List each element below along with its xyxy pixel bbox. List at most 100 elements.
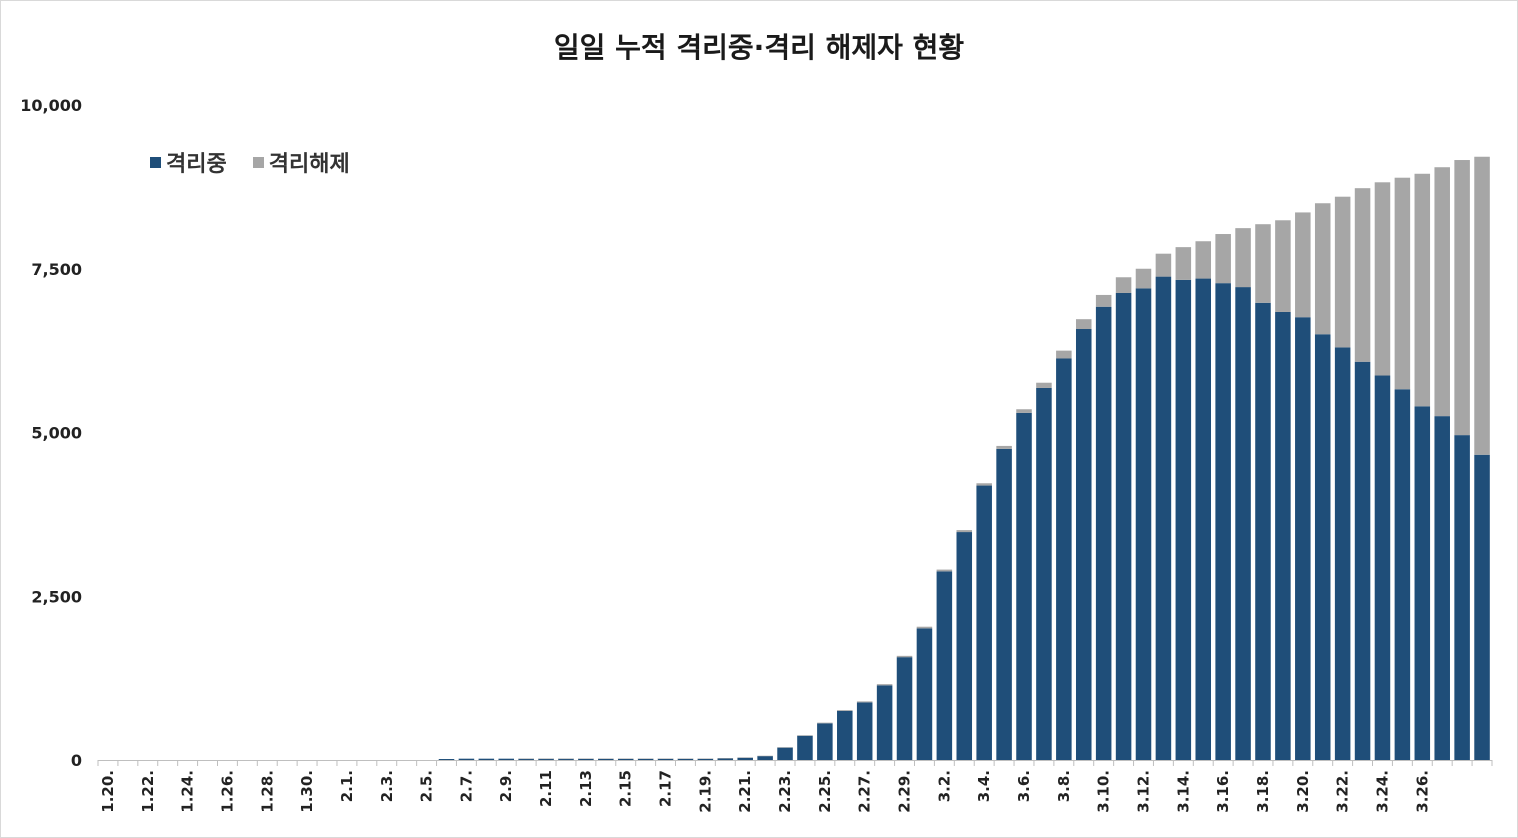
bar-isolated (1155, 276, 1172, 760)
x-tick-label: 1.28. (258, 770, 276, 813)
bar-isolated (737, 757, 753, 760)
bar-released (1115, 277, 1132, 293)
bar-released (1175, 247, 1192, 280)
bar-released (1255, 224, 1271, 303)
bar-released (1075, 319, 1092, 330)
bar-isolated (876, 685, 893, 760)
bar-released (777, 747, 793, 748)
bar-isolated (578, 758, 594, 760)
bar-released (677, 758, 694, 759)
x-tick-label: 3.22. (1334, 770, 1352, 813)
bar-isolated (1016, 412, 1032, 760)
bar-isolated (717, 758, 734, 760)
x-tick-label: 2.9. (497, 770, 515, 802)
bar-isolated (936, 571, 953, 760)
bar-released (1454, 160, 1470, 436)
bar-released (956, 530, 973, 533)
bar-released (737, 757, 753, 758)
bar-isolated (558, 758, 574, 760)
bar-isolated (777, 747, 793, 760)
x-tick-label: 2.25. (816, 770, 834, 813)
bar-released (1235, 228, 1251, 288)
bar-isolated (1135, 288, 1152, 760)
x-tick-label: 3.16. (1214, 770, 1232, 813)
bar-isolated (1295, 317, 1311, 760)
bar-isolated (896, 657, 913, 760)
x-tick-label: 3.2. (935, 770, 953, 802)
bar-isolated (1115, 292, 1132, 760)
x-tick-label: 3.8. (1055, 770, 1073, 802)
x-tick-label: 2.1. (338, 770, 356, 802)
x-tick-label: 1.20. (99, 770, 117, 813)
bar-released (1374, 182, 1391, 376)
bar-isolated (538, 758, 554, 760)
bar-released (1195, 241, 1212, 279)
bar-isolated (1195, 278, 1212, 760)
bar-released (876, 684, 893, 686)
bar-released (1414, 173, 1431, 407)
x-tick-label: 3.12. (1135, 770, 1153, 813)
bar-isolated (1434, 416, 1450, 761)
y-tick-label: 5,000 (31, 424, 82, 443)
bar-released (1295, 212, 1311, 318)
bar-released (558, 758, 574, 760)
bar-isolated (1454, 435, 1470, 760)
x-tick-label: 2.11 (537, 770, 555, 807)
bar-isolated (976, 485, 992, 760)
bar-released (976, 483, 992, 486)
bar-isolated (757, 756, 773, 760)
bar-released (797, 735, 813, 736)
x-tick-label: 3.4. (975, 770, 993, 802)
bar-released (518, 758, 534, 760)
x-tick-label: 3.26. (1413, 770, 1431, 813)
bar-released (936, 569, 953, 572)
bar-isolated (996, 448, 1012, 761)
bar-isolated (1394, 389, 1411, 760)
bar-isolated (657, 758, 674, 760)
bar-isolated (856, 702, 873, 760)
bar-released (1474, 156, 1490, 455)
bar-isolated (817, 723, 833, 760)
bar-released (916, 626, 933, 629)
bar-released (817, 722, 833, 724)
x-tick-label: 2.19. (696, 770, 714, 813)
legend-swatch-released (252, 156, 264, 168)
legend: 격리중 격리해제 (150, 146, 376, 178)
x-tick-label: 2.13 (577, 770, 595, 807)
bar-released (578, 758, 594, 759)
x-tick-label: 2.15 (617, 770, 635, 807)
bar-released (1314, 203, 1331, 335)
bar-isolated (956, 532, 973, 760)
y-tick-label: 10,000 (20, 96, 82, 115)
bar-released (837, 710, 853, 711)
y-tick-label: 7,500 (31, 260, 82, 279)
bar-isolated (617, 758, 634, 760)
bar-isolated (1215, 283, 1231, 760)
bar-isolated (1255, 302, 1271, 760)
bar-isolated (438, 759, 455, 760)
x-tick-label: 1.22. (139, 770, 157, 813)
bar-isolated (1036, 387, 1052, 760)
bar-released (1036, 382, 1052, 388)
x-tick-label: 1.24. (179, 770, 197, 813)
bar-isolated (1354, 361, 1371, 760)
bar-isolated (498, 758, 515, 760)
bar-isolated (458, 758, 475, 760)
x-tick-label: 2.29. (896, 770, 914, 813)
legend-swatch-isolated (150, 156, 161, 168)
x-tick-label: 2.5. (418, 770, 436, 802)
x-tick-label: 2.7. (457, 770, 475, 802)
legend-label-isolated: 격리중 (166, 152, 227, 177)
x-tick-label: 3.18. (1254, 770, 1272, 813)
bar-isolated (797, 735, 813, 760)
bar-released (1434, 167, 1450, 417)
bar-released (996, 445, 1012, 449)
bar-released (717, 758, 734, 759)
x-tick-label: 3.10. (1095, 770, 1113, 813)
bar-released (1394, 177, 1411, 390)
y-tick-label: 0 (71, 751, 82, 770)
bar-isolated (598, 758, 614, 760)
bar-isolated (478, 758, 495, 760)
bar-isolated (1334, 347, 1351, 760)
bar-released (757, 755, 773, 757)
